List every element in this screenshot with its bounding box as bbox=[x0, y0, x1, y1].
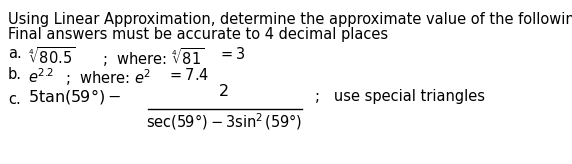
Text: b.: b. bbox=[8, 67, 22, 82]
Text: ;   use special triangles: ; use special triangles bbox=[315, 90, 485, 104]
Text: $= 3$: $= 3$ bbox=[218, 46, 246, 62]
Text: ;  where: $\sqrt[4]{81}$: ; where: $\sqrt[4]{81}$ bbox=[102, 46, 204, 69]
Text: c.: c. bbox=[8, 92, 21, 107]
Text: $5\tan(59°) -$: $5\tan(59°) -$ bbox=[28, 88, 121, 106]
Text: $\sqrt[4]{80.5}$: $\sqrt[4]{80.5}$ bbox=[28, 46, 75, 67]
Text: a.: a. bbox=[8, 46, 22, 61]
Text: $= 7.4$: $= 7.4$ bbox=[167, 67, 209, 83]
Text: ;  where: $e^{2}$: ; where: $e^{2}$ bbox=[65, 67, 151, 88]
Text: 2: 2 bbox=[219, 84, 229, 99]
Text: Using Linear Approximation, determine the approximate value of the following:: Using Linear Approximation, determine th… bbox=[8, 12, 572, 27]
Text: $e^{2.2}$: $e^{2.2}$ bbox=[28, 67, 54, 86]
Text: $\sec(59°) - 3\sin^2(59°)$: $\sec(59°) - 3\sin^2(59°)$ bbox=[146, 111, 302, 132]
Text: Final answers must be accurate to 4 decimal places: Final answers must be accurate to 4 deci… bbox=[8, 27, 388, 42]
